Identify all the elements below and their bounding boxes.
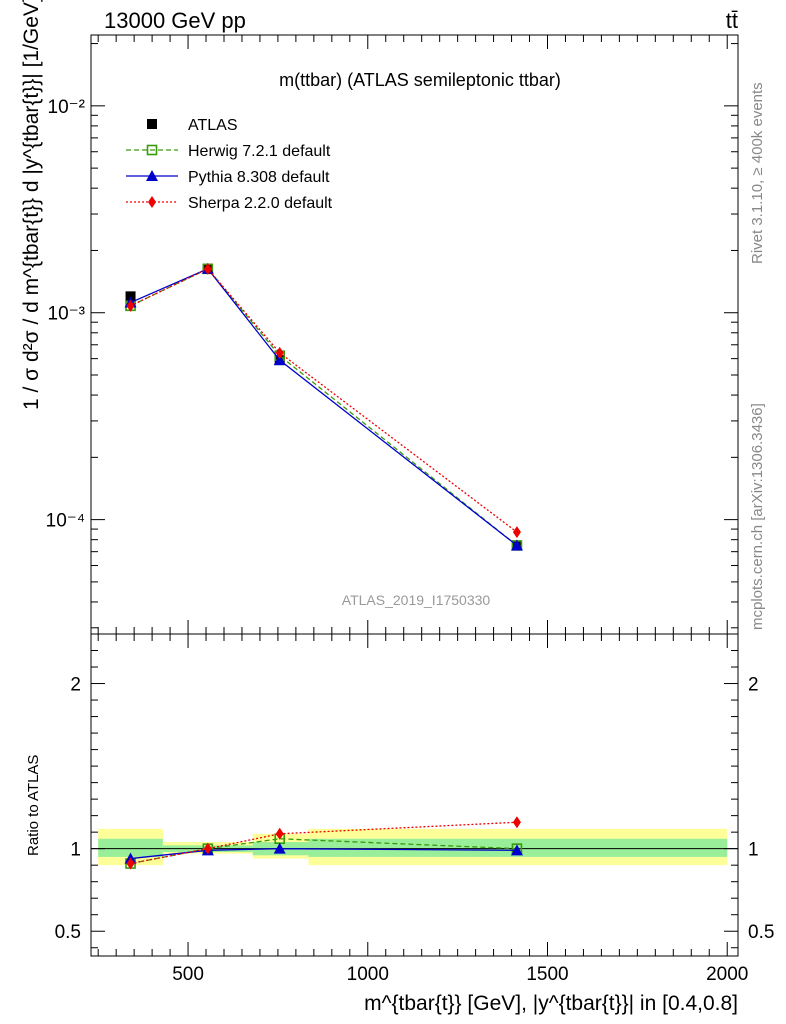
y-tick-label: 2 <box>748 675 759 696</box>
y-tick-label: 1 <box>748 840 759 861</box>
ratio-series-group <box>124 816 523 870</box>
y-tick-label: 10⁻³ <box>48 304 86 325</box>
main-panel: m(ttbar) (ATLAS semileptonic ttbar) ATLA… <box>20 0 739 635</box>
series-line <box>130 268 518 546</box>
ratio-bands <box>91 828 738 866</box>
ratio-data-point <box>126 857 135 870</box>
process-label: tt̄ <box>726 8 738 33</box>
y-tick-label: 10⁻² <box>48 97 86 118</box>
legend-label: ATLAS <box>188 117 238 134</box>
main-x-ticks <box>97 35 728 634</box>
legend: ATLAS Herwig 7.2.1 default Pythia 8.308 de… <box>126 117 333 212</box>
data-point <box>510 539 523 551</box>
legend-marker <box>146 170 158 181</box>
y-tick-label: 2 <box>70 675 81 696</box>
legend-marker <box>148 196 156 208</box>
data-point <box>125 291 136 302</box>
legend-label: Herwig 7.2.1 default <box>188 143 331 160</box>
energy-label: 13000 GeV pp <box>104 8 246 33</box>
ratio-data-point <box>203 842 212 855</box>
legend-marker <box>146 144 158 156</box>
y-tick-label: 1 <box>70 840 81 861</box>
ratio-frame <box>90 633 739 957</box>
ratio-data-point <box>273 842 286 854</box>
data-point <box>126 299 135 312</box>
ratio-data-point <box>510 844 523 856</box>
main-y-axis-label: 1 / σ d²σ / d m^{tbar{t}} d |y^{tbar{t}}… <box>20 0 43 410</box>
main-y-ticks: 10⁻⁴ 10⁻³ 10⁻² <box>46 43 738 629</box>
ratio-x-ticks: 500 1000 1500 2000 <box>97 634 748 985</box>
legend-marker <box>147 119 157 129</box>
data-point <box>275 346 284 359</box>
data-point <box>273 354 286 366</box>
y-tick-label: 10⁻⁴ <box>46 511 85 532</box>
mcplots-label: mcplots.cern.ch [arXiv:1306.3436] <box>749 403 766 630</box>
main-series-group <box>124 262 523 551</box>
data-point <box>512 526 521 539</box>
ratio-y-axis-label: Ratio to ATLAS <box>25 755 42 856</box>
legend-label: Pythia 8.308 default <box>188 169 330 186</box>
ratio-y-ticks: 0.5 0.5 1 1 2 2 <box>55 650 774 949</box>
watermark: ATLAS_2019_I1750330 <box>342 592 491 608</box>
ratio-data-point <box>512 816 521 829</box>
plot-title: m(ttbar) (ATLAS semileptonic ttbar) <box>279 70 561 90</box>
x-tick-label: 1500 <box>526 964 568 985</box>
data-point <box>203 262 212 275</box>
x-tick-label: 500 <box>172 964 204 985</box>
ratio-panel: 0.5 0.5 1 1 2 2 500 1000 1500 2000 Ratio to ATLA… <box>25 633 774 1015</box>
x-tick-label: 1000 <box>347 964 389 985</box>
y-tick-label: 0.5 <box>55 922 81 943</box>
x-axis-label: m^{tbar{t}} [GeV], |y^{tbar{t}}| in [0.4… <box>364 992 738 1015</box>
ratio-series-line <box>130 848 517 860</box>
ratio-data-point <box>275 827 284 840</box>
y-tick-label: 0.5 <box>748 922 774 943</box>
rivet-label: Rivet 3.1.10, ≥ 400k events <box>749 82 766 264</box>
legend-label: Sherpa 2.2.0 default <box>188 195 333 212</box>
uncertainty-band-stat <box>98 838 163 857</box>
series-line <box>130 268 518 533</box>
series-line <box>130 268 518 546</box>
ratio-series-line <box>130 838 517 865</box>
x-tick-label: 2000 <box>706 964 748 985</box>
